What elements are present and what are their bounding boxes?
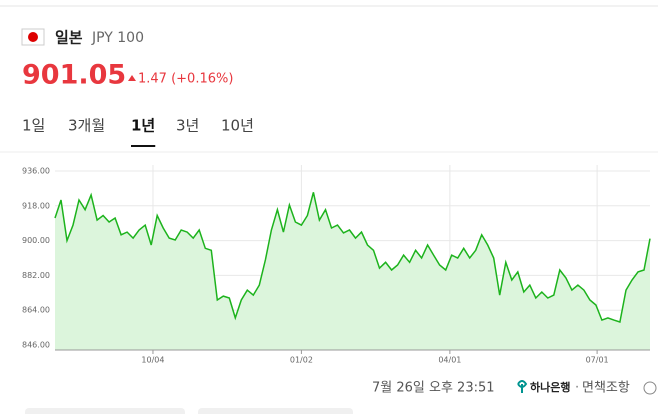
y-tick-label: 864.00 (22, 306, 50, 315)
period-tab[interactable]: 1일 (22, 117, 45, 135)
y-tick-label: 918.00 (22, 201, 50, 210)
y-tick-label: 846.00 (22, 341, 50, 350)
timestamp: 7월 26일 오후 23:51 (372, 381, 495, 396)
x-tick-label: 04/01 (438, 356, 461, 365)
area-fill (55, 192, 650, 350)
up-arrow (128, 75, 136, 81)
x-tick-label: 01/02 (290, 356, 313, 365)
info-icon[interactable] (643, 381, 657, 395)
price-line (54, 192, 651, 323)
bank-logo (517, 380, 528, 393)
price: 901.05 (22, 60, 126, 91)
period-tab[interactable]: 3년 (176, 117, 199, 135)
currency-code: JPY 100 (91, 30, 144, 46)
bottom-button[interactable] (198, 408, 353, 418)
separator: · (575, 381, 579, 396)
period-tab[interactable]: 10년 (221, 117, 254, 135)
period-tab[interactable]: 3개월 (68, 117, 105, 135)
y-tick-label: 900.00 (22, 236, 50, 245)
period-tab[interactable]: 1년 (131, 117, 155, 135)
disclaimer[interactable]: 면책조항 (582, 381, 630, 396)
bottom-button[interactable] (25, 408, 185, 418)
jp-flag (21, 28, 45, 46)
currency-name: 일본 (55, 29, 83, 47)
x-tick-label: 10/04 (141, 356, 164, 365)
y-tick-label: 936.00 (22, 167, 50, 176)
y-tick-label: 882.00 (22, 271, 50, 280)
bank-name: 하나은행 (530, 380, 570, 394)
price-change: 1.47 (+0.16%) (138, 72, 233, 87)
x-tick-label: 07/01 (586, 356, 609, 365)
